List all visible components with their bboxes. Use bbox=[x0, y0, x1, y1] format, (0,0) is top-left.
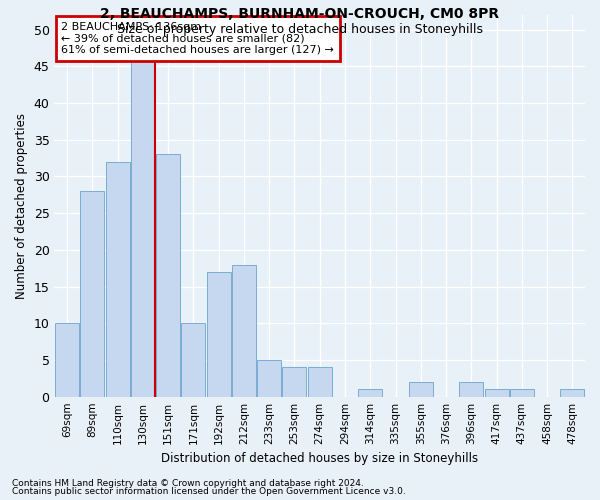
Bar bbox=[257, 360, 281, 397]
Bar bbox=[485, 390, 509, 396]
Bar bbox=[106, 162, 130, 396]
Bar bbox=[206, 272, 230, 396]
Bar bbox=[308, 368, 332, 396]
Bar bbox=[409, 382, 433, 396]
Bar bbox=[80, 191, 104, 396]
Text: Size of property relative to detached houses in Stoneyhills: Size of property relative to detached ho… bbox=[117, 22, 483, 36]
Bar bbox=[283, 368, 307, 396]
Text: Contains public sector information licensed under the Open Government Licence v3: Contains public sector information licen… bbox=[12, 487, 406, 496]
Y-axis label: Number of detached properties: Number of detached properties bbox=[15, 113, 28, 299]
X-axis label: Distribution of detached houses by size in Stoneyhills: Distribution of detached houses by size … bbox=[161, 452, 478, 465]
Bar bbox=[460, 382, 484, 396]
Text: 2 BEAUCHAMPS: 136sqm
← 39% of detached houses are smaller (82)
61% of semi-detac: 2 BEAUCHAMPS: 136sqm ← 39% of detached h… bbox=[61, 22, 334, 55]
Bar bbox=[156, 154, 180, 396]
Bar bbox=[55, 324, 79, 396]
Bar bbox=[181, 324, 205, 396]
Bar bbox=[232, 264, 256, 396]
Text: Contains HM Land Registry data © Crown copyright and database right 2024.: Contains HM Land Registry data © Crown c… bbox=[12, 478, 364, 488]
Bar bbox=[560, 390, 584, 396]
Bar bbox=[510, 390, 534, 396]
Bar bbox=[358, 390, 382, 396]
Text: 2, BEAUCHAMPS, BURNHAM-ON-CROUCH, CM0 8PR: 2, BEAUCHAMPS, BURNHAM-ON-CROUCH, CM0 8P… bbox=[100, 8, 500, 22]
Bar bbox=[131, 59, 155, 396]
